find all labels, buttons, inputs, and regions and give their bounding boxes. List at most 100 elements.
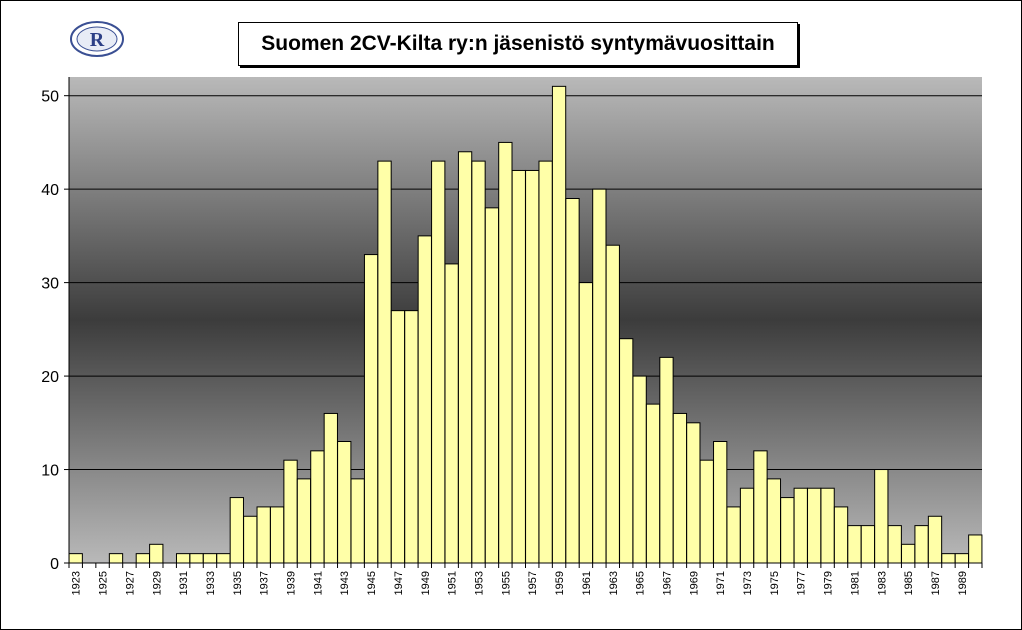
- y-tick-labels: 0 10 20 30 40 50: [41, 89, 59, 573]
- bar: [350, 478, 365, 564]
- bar: [565, 198, 580, 564]
- x-tick-label: 1963: [608, 571, 620, 595]
- x-tick-label: 1961: [581, 571, 593, 595]
- x-tick-label: 1941: [312, 571, 324, 595]
- x-tick-label: 1989: [957, 571, 969, 595]
- x-tick-label: 1949: [420, 571, 432, 595]
- x-tick-label: 1957: [527, 571, 539, 595]
- bar: [860, 525, 876, 564]
- x-tick-label: 1981: [849, 571, 861, 595]
- x-tick-label: 1939: [286, 571, 298, 595]
- bar: [645, 403, 661, 564]
- bar: [511, 169, 526, 564]
- bar: [444, 263, 459, 564]
- bar: [498, 141, 513, 564]
- bar: [525, 169, 540, 564]
- bar: [377, 160, 392, 564]
- x-tick-label: 1951: [447, 571, 459, 595]
- x-tick-label: 1979: [823, 571, 835, 595]
- chart-title-text: Suomen 2CV-Kilta ry:n jäsenistö syntymäv…: [261, 32, 775, 55]
- bar: [175, 553, 191, 564]
- bar: [780, 497, 795, 564]
- bar: [310, 450, 325, 564]
- bar: [471, 160, 486, 564]
- x-tick-label: 1937: [259, 571, 271, 595]
- x-tick-label: 1975: [769, 571, 781, 595]
- bar: [927, 515, 943, 564]
- x-tick-label: 1983: [876, 571, 888, 595]
- bar: [202, 553, 218, 564]
- y-tick-label: 30: [41, 276, 59, 293]
- bar: [686, 422, 701, 564]
- bar: [887, 525, 902, 564]
- bar: [135, 553, 150, 564]
- bar: [269, 506, 285, 564]
- x-tick-label: 1977: [796, 571, 808, 595]
- x-tick-label: 1971: [715, 571, 727, 595]
- bars: [68, 85, 983, 564]
- x-tick-label: 1923: [71, 571, 83, 595]
- bar: [216, 553, 231, 564]
- bar: [538, 160, 553, 564]
- bar: [672, 412, 688, 564]
- y-tick-label: 10: [41, 463, 59, 480]
- bar: [592, 188, 607, 564]
- bar: [337, 441, 352, 564]
- x-tick-label: 1947: [393, 571, 405, 595]
- y-tick-label: 50: [41, 89, 59, 106]
- x-tick-label: 1935: [232, 571, 244, 595]
- y-tick-label: 0: [50, 556, 59, 573]
- axes: [64, 77, 983, 568]
- x-tick-label: 1969: [688, 571, 700, 595]
- bar: [256, 506, 271, 564]
- bar: [659, 356, 674, 564]
- bar: [833, 506, 849, 564]
- x-tick-label: 1987: [930, 571, 942, 595]
- logo-letter: R: [90, 29, 105, 51]
- bar: [323, 412, 338, 564]
- x-tick-label: 1965: [635, 571, 647, 595]
- bar: [431, 160, 446, 564]
- bar: [941, 553, 956, 564]
- bar: [739, 487, 755, 564]
- x-tick-label: 1953: [474, 571, 486, 595]
- x-tick-label: 1959: [554, 571, 566, 595]
- y-tick-label: 20: [41, 369, 59, 386]
- x-tick-labels: 1923 1925 1927 1929 1931 1933 1935 1937 1939 1941…: [71, 571, 969, 595]
- bar: [847, 525, 862, 564]
- x-tick-label: 1967: [661, 571, 673, 595]
- bar: [551, 85, 567, 564]
- bar: [874, 469, 889, 564]
- bar: [699, 459, 714, 564]
- bar: [713, 441, 728, 564]
- bar: [901, 543, 916, 564]
- bar: [189, 553, 204, 564]
- x-tick-label: 1929: [151, 571, 163, 595]
- bar: [457, 151, 473, 564]
- x-tick-label: 1925: [98, 571, 110, 595]
- bar: [149, 543, 164, 564]
- bar: [404, 310, 419, 564]
- bar: [807, 487, 822, 564]
- bar: [68, 553, 83, 564]
- x-tick-label: 1933: [205, 571, 217, 595]
- bar: [229, 497, 244, 564]
- bar: [820, 487, 835, 564]
- x-tick-label: 1931: [178, 571, 190, 595]
- chart-title: Suomen 2CV-Kilta ry:n jäsenistö syntymäv…: [238, 22, 798, 66]
- x-tick-label: 1945: [366, 571, 378, 595]
- bar: [243, 515, 258, 564]
- bar: [363, 254, 379, 564]
- x-tick-label: 1955: [500, 571, 512, 595]
- bar: [968, 534, 983, 564]
- bar: [954, 553, 970, 564]
- x-tick-label: 1973: [742, 571, 754, 595]
- bar: [619, 338, 634, 564]
- bar: [578, 282, 594, 564]
- y-tick-label: 40: [41, 182, 59, 199]
- bar: [417, 235, 432, 564]
- bar: [390, 310, 406, 564]
- bar: [793, 487, 808, 564]
- bar: [914, 525, 929, 564]
